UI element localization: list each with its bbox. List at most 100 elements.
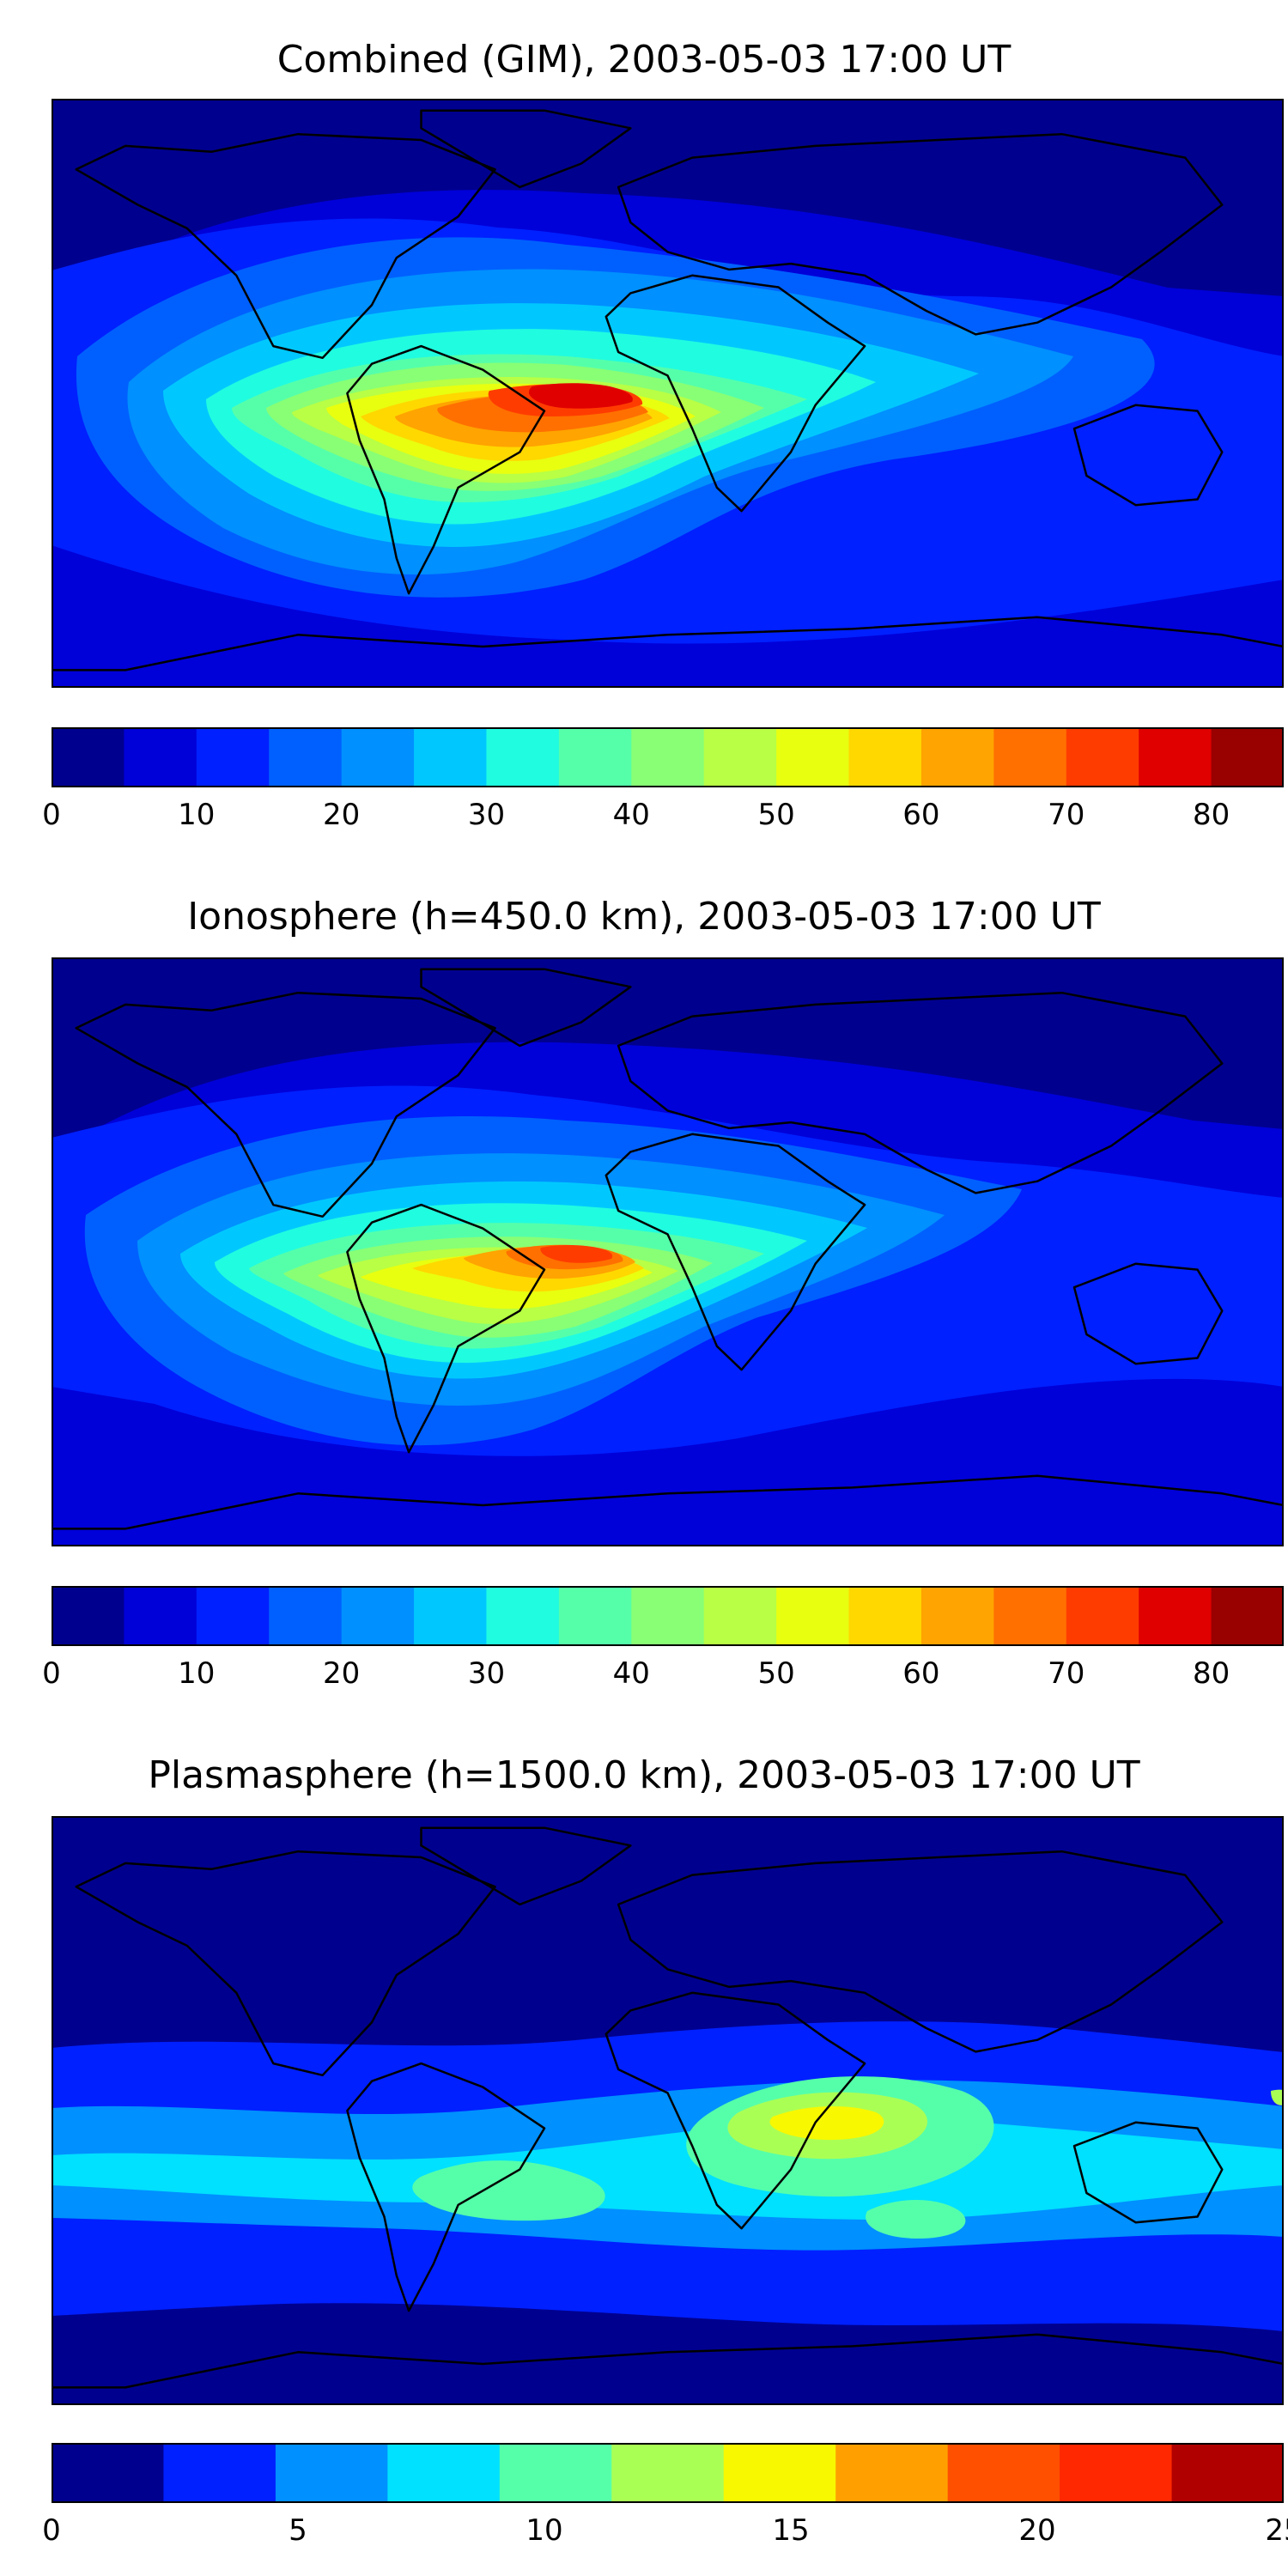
panel1-title: Combined (GIM), 2003-05-03 17:00 UT bbox=[276, 38, 1012, 82]
colorbar-segment-16 bbox=[1211, 727, 1284, 787]
colorbar-tick-label: 50 bbox=[757, 1656, 795, 1691]
colorbar-segment-14 bbox=[1066, 1586, 1139, 1646]
map-frame bbox=[52, 99, 1284, 688]
colorbar-segment-13 bbox=[993, 727, 1067, 787]
colorbar-tick-label: 50 bbox=[757, 798, 795, 832]
panel3-map bbox=[52, 1816, 1284, 2405]
field-level-14 bbox=[540, 1245, 613, 1263]
coastline-5 bbox=[1072, 1262, 1224, 1365]
colorbar-segment-10 bbox=[776, 727, 850, 787]
colorbar-segment-7 bbox=[835, 2443, 949, 2503]
colorbar-segment-2 bbox=[275, 2443, 388, 2503]
panel2-title: Ionosphere (h=450.0 km), 2003-05-03 17:0… bbox=[187, 895, 1101, 939]
colorbar-segment-10 bbox=[1171, 2443, 1284, 2503]
colorbar-segment-11 bbox=[848, 1586, 922, 1646]
colorbar-segment-0 bbox=[52, 1586, 125, 1646]
coastline-5 bbox=[1072, 404, 1224, 507]
coastline-2 bbox=[346, 1203, 546, 1454]
colorbar-tick-label: 30 bbox=[467, 1656, 506, 1691]
coastline-6 bbox=[52, 2333, 1284, 2405]
map-frame bbox=[52, 1816, 1284, 2405]
colorbar-segment-9 bbox=[703, 727, 777, 787]
colorbar-segment-4 bbox=[341, 1586, 415, 1646]
coastline-2 bbox=[346, 344, 546, 595]
panel3-colorbar bbox=[52, 2443, 1284, 2503]
colorbar-segment-15 bbox=[1139, 727, 1212, 787]
colorbar-segment-2 bbox=[196, 1586, 270, 1646]
coastline-4 bbox=[617, 991, 1224, 1194]
colorbar-tick-label: 70 bbox=[1048, 798, 1085, 832]
colorbar-segment-13 bbox=[993, 1586, 1067, 1646]
panel2-map bbox=[52, 957, 1284, 1546]
panel2-colorbar bbox=[52, 1586, 1284, 1646]
field-level-4 bbox=[866, 2200, 966, 2239]
colorbar-tick-label: 20 bbox=[1018, 2513, 1056, 2548]
colorbar-tick-label: 30 bbox=[467, 798, 506, 832]
coastline-3 bbox=[605, 1991, 866, 2230]
coastline-1 bbox=[420, 968, 632, 1048]
coastline-0 bbox=[75, 991, 496, 1218]
colorbar-segment-9 bbox=[703, 1586, 777, 1646]
colorbar-segment-1 bbox=[163, 2443, 276, 2503]
coastline-6 bbox=[52, 1474, 1284, 1546]
coastline-0 bbox=[75, 132, 496, 360]
colorbar-tick-label: 10 bbox=[178, 798, 216, 832]
colorbar-tick-label: 0 bbox=[42, 2513, 61, 2548]
colorbar-tick-label: 80 bbox=[1192, 1656, 1230, 1691]
coastline-2 bbox=[346, 2062, 546, 2312]
colorbar-tick-label: 0 bbox=[42, 798, 61, 832]
colorbar-tick-label: 10 bbox=[178, 1656, 216, 1691]
colorbar-segment-0 bbox=[52, 2443, 165, 2503]
colorbar-frame bbox=[52, 1586, 1284, 1646]
colorbar-segment-5 bbox=[414, 727, 488, 787]
colorbar-tick-label: 70 bbox=[1048, 1656, 1085, 1691]
colorbar-segment-10 bbox=[776, 1586, 850, 1646]
colorbar-segment-4 bbox=[499, 2443, 612, 2503]
colorbar-tick-label: 40 bbox=[612, 798, 650, 832]
colorbar-segment-3 bbox=[387, 2443, 501, 2503]
colorbar-tick-label: 0 bbox=[42, 1656, 61, 1691]
colorbar-segment-2 bbox=[196, 727, 270, 787]
field-level-4 bbox=[412, 2160, 605, 2221]
field-level-6 bbox=[769, 2106, 884, 2141]
coastline-6 bbox=[52, 616, 1284, 688]
colorbar-segment-3 bbox=[269, 1586, 343, 1646]
colorbar-segment-6 bbox=[723, 2443, 836, 2503]
colorbar-segment-5 bbox=[414, 1586, 488, 1646]
colorbar-segment-14 bbox=[1066, 727, 1139, 787]
colorbar-tick-label: 80 bbox=[1192, 798, 1230, 832]
coastline-1 bbox=[420, 109, 632, 189]
colorbar-segment-8 bbox=[631, 1586, 705, 1646]
colorbar-tick-label: 15 bbox=[772, 2513, 810, 2548]
colorbar-tick-label: 20 bbox=[323, 1656, 361, 1691]
panel1-colorbar bbox=[52, 727, 1284, 787]
colorbar-segment-12 bbox=[920, 727, 994, 787]
coastline-0 bbox=[75, 1850, 496, 2077]
colorbar-segment-7 bbox=[558, 727, 632, 787]
colorbar-segment-16 bbox=[1211, 1586, 1284, 1646]
coastline-3 bbox=[605, 274, 866, 513]
colorbar-segment-6 bbox=[486, 727, 560, 787]
coastline-5 bbox=[1072, 2121, 1224, 2224]
colorbar-segment-3 bbox=[269, 727, 343, 787]
colorbar-segment-0 bbox=[52, 727, 125, 787]
colorbar-tick-label: 10 bbox=[526, 2513, 563, 2548]
coastline-1 bbox=[420, 1826, 632, 1906]
colorbar-segment-1 bbox=[124, 727, 197, 787]
coastline-4 bbox=[617, 1850, 1224, 2053]
colorbar-segment-6 bbox=[486, 1586, 560, 1646]
colorbar-segment-15 bbox=[1139, 1586, 1212, 1646]
colorbar-segment-4 bbox=[341, 727, 415, 787]
colorbar-segment-5 bbox=[611, 2443, 725, 2503]
colorbar-tick-label: 60 bbox=[902, 798, 940, 832]
map-frame bbox=[52, 957, 1284, 1546]
colorbar-segment-8 bbox=[947, 2443, 1060, 2503]
colorbar-segment-7 bbox=[558, 1586, 632, 1646]
colorbar-tick-label: 40 bbox=[612, 1656, 650, 1691]
colorbar-tick-label: 25 bbox=[1265, 2513, 1288, 2548]
field-level-15 bbox=[529, 383, 633, 409]
colorbar-tick-label: 60 bbox=[902, 1656, 940, 1691]
colorbar-segment-9 bbox=[1060, 2443, 1173, 2503]
field-level-5 bbox=[1271, 2089, 1284, 2105]
colorbar-tick-label: 5 bbox=[289, 2513, 307, 2548]
